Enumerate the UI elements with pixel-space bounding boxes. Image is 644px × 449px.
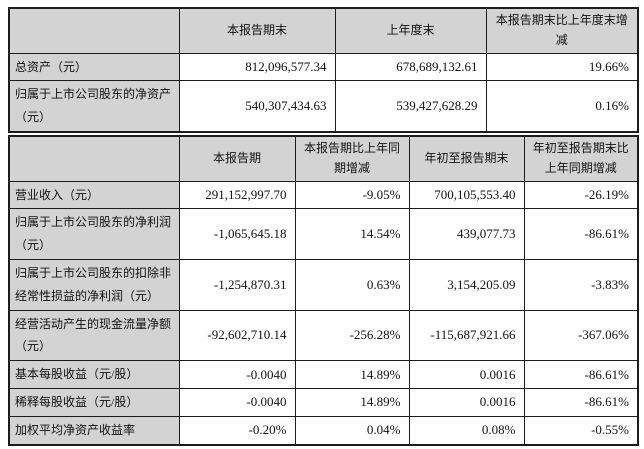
- table-row-net-assets: 归属于上市公司股东的净资产（元） 540,307,434.63 539,427,…: [8, 80, 639, 133]
- value-cell: -86.61%: [523, 387, 639, 417]
- value-cell: -256.28%: [294, 309, 410, 362]
- table-row-net-profit: 归属于上市公司股东的净利润（元） -1,065,645.18 14.54% 43…: [8, 208, 639, 260]
- table-row-weighted-avg-roe: 加权平均净资产收益率 -0.20% 0.04% 0.08% -0.55%: [8, 415, 639, 446]
- value-cell: -92,602,710.14: [178, 309, 296, 362]
- value-cell: 0.63%: [294, 258, 410, 311]
- corner-header-cell: [8, 135, 180, 182]
- value-cell: 14.89%: [294, 387, 410, 417]
- value-cell: -0.0040: [178, 387, 296, 417]
- corner-header-cell: [8, 7, 180, 54]
- value-cell: 0.0016: [408, 360, 525, 389]
- table-row-net-profit-excl-nonrecurring: 归属于上市公司股东的扣除非经常性损益的净利润（元） -1,254,870.31 …: [8, 258, 639, 311]
- period-table: 本报告期 本报告期比上年同期增减 年初至报告期末 年初至报告期末比上年同期增减 …: [8, 134, 639, 446]
- value-cell: -1,254,870.31: [178, 258, 296, 311]
- row-label: 稀释每股收益（元/股）: [8, 387, 180, 417]
- header-year-to-date: 年初至报告期末: [408, 135, 525, 182]
- header-current-period: 本报告期: [178, 135, 296, 182]
- row-label: 归属于上市公司股东的净利润（元）: [8, 208, 180, 260]
- value-cell: 14.54%: [294, 208, 410, 260]
- value-cell: 0.0016: [408, 387, 525, 417]
- row-label: 基本每股收益（元/股）: [8, 360, 180, 389]
- value-cell: -26.19%: [523, 180, 639, 210]
- period-end-table: 本报告期末 上年度末 本报告期末比上年度末增减 总资产（元） 812,096,5…: [8, 7, 639, 133]
- row-label: 归属于上市公司股东的扣除非经常性损益的净利润（元）: [8, 258, 180, 311]
- value-cell: 0.04%: [294, 415, 410, 446]
- value-cell: -367.06%: [523, 309, 639, 362]
- value-cell: -0.55%: [523, 415, 639, 446]
- value-cell: 812,096,577.34: [178, 52, 336, 82]
- header-change-vs-prior-year-end: 本报告期末比上年度末增减: [485, 7, 639, 54]
- row-label: 归属于上市公司股东的净资产（元）: [8, 80, 180, 133]
- header-row: 本报告期 本报告期比上年同期增减 年初至报告期末 年初至报告期末比上年同期增减: [8, 135, 639, 182]
- header-change-vs-prior-period: 本报告期比上年同期增减: [294, 135, 410, 182]
- value-cell: -9.05%: [294, 180, 410, 210]
- value-cell: -0.20%: [178, 415, 296, 446]
- value-cell: -86.61%: [523, 360, 639, 389]
- header-ytd-change-vs-prior: 年初至报告期末比上年同期增减: [523, 135, 639, 182]
- row-label: 加权平均净资产收益率: [8, 415, 180, 446]
- value-cell: 439,077.73: [408, 208, 525, 260]
- header-prior-year-end: 上年度末: [334, 7, 487, 54]
- value-cell: -1,065,645.18: [178, 208, 296, 260]
- value-cell: 678,689,132.61: [334, 52, 487, 82]
- value-cell: -115,687,921.66: [408, 309, 525, 362]
- value-cell: 700,105,553.40: [408, 180, 525, 210]
- row-label: 总资产（元）: [8, 52, 180, 82]
- value-cell: -3.83%: [523, 258, 639, 311]
- value-cell: 3,154,205.09: [408, 258, 525, 311]
- value-cell: 539,427,628.29: [334, 80, 487, 133]
- value-cell: -0.0040: [178, 360, 296, 389]
- value-cell: 291,152,997.70: [178, 180, 296, 210]
- value-cell: 19.66%: [485, 52, 639, 82]
- row-label: 营业收入（元）: [8, 180, 180, 210]
- table-row-operating-revenue: 营业收入（元） 291,152,997.70 -9.05% 700,105,55…: [8, 180, 639, 210]
- row-label: 经营活动产生的现金流量净额（元）: [8, 309, 180, 362]
- table-row-basic-eps: 基本每股收益（元/股） -0.0040 14.89% 0.0016 -86.61…: [8, 360, 639, 389]
- value-cell: 540,307,434.63: [178, 80, 336, 133]
- value-cell: 0.08%: [408, 415, 525, 446]
- table-row-diluted-eps: 稀释每股收益（元/股） -0.0040 14.89% 0.0016 -86.61…: [8, 387, 639, 417]
- header-row: 本报告期末 上年度末 本报告期末比上年度末增减: [8, 7, 639, 54]
- header-current-period-end: 本报告期末: [178, 7, 336, 54]
- value-cell: 0.16%: [485, 80, 639, 133]
- table-row-operating-cash-flow: 经营活动产生的现金流量净额（元） -92,602,710.14 -256.28%…: [8, 309, 639, 362]
- value-cell: -86.61%: [523, 208, 639, 260]
- table-row-total-assets: 总资产（元） 812,096,577.34 678,689,132.61 19.…: [8, 52, 639, 82]
- value-cell: 14.89%: [294, 360, 410, 389]
